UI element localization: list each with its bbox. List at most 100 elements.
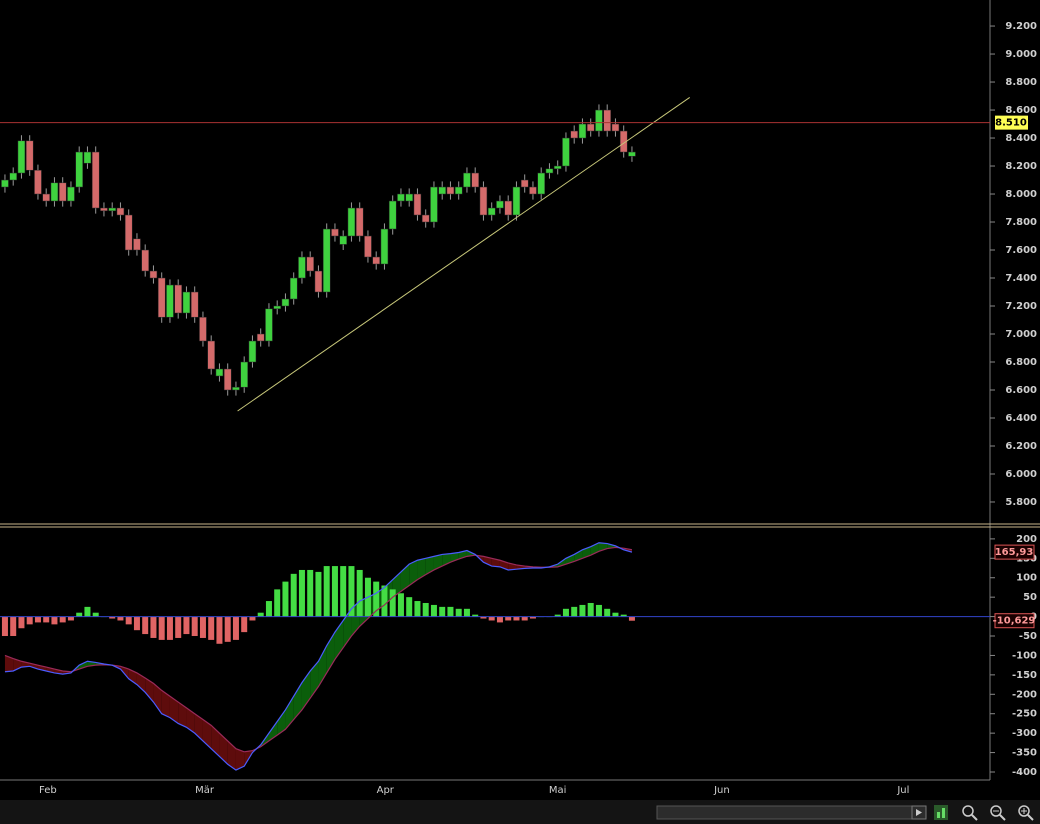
chart-settings-button[interactable] xyxy=(934,805,948,820)
histogram-bar xyxy=(232,616,239,640)
histogram-bar xyxy=(34,616,41,623)
zoom-fit-button[interactable] xyxy=(962,805,978,821)
histogram-bar xyxy=(109,616,116,619)
candle-body xyxy=(388,200,397,230)
candle-body xyxy=(9,172,17,181)
histogram-bar xyxy=(175,616,182,638)
candle-body xyxy=(314,270,323,293)
candle-body xyxy=(25,140,34,171)
candle-body xyxy=(471,172,479,188)
histogram-bar xyxy=(422,602,429,617)
macd-fill xyxy=(491,558,500,567)
y-tick-label: 7.800 xyxy=(1005,217,1037,228)
histogram-bar xyxy=(612,612,619,617)
candle-body xyxy=(223,368,232,391)
candle-body xyxy=(438,186,446,195)
candle-body xyxy=(397,193,405,202)
macd-fill xyxy=(169,696,179,724)
candle-body xyxy=(446,186,455,195)
y-tick-label: 8.800 xyxy=(1005,77,1037,88)
y-tick-label: 6.200 xyxy=(1005,441,1037,452)
histogram-bar xyxy=(521,616,528,621)
candle-body xyxy=(405,193,413,202)
y-tick-label: 200 xyxy=(1016,534,1037,545)
histogram-bar xyxy=(430,604,437,617)
y-tick-label: 7.200 xyxy=(1005,301,1037,312)
macd-fill xyxy=(433,554,443,570)
histogram-bar xyxy=(10,616,17,637)
candle-body xyxy=(479,186,488,216)
value-box xyxy=(994,544,1035,560)
macd-fill xyxy=(293,682,302,720)
histogram-bar xyxy=(513,616,520,621)
candle-body xyxy=(611,123,620,132)
macd-fill xyxy=(227,740,236,771)
candle-body xyxy=(454,186,463,195)
macd-line xyxy=(4,542,633,771)
value-label: 165,93 xyxy=(995,547,1034,558)
histogram-bar xyxy=(505,616,512,621)
candle-body xyxy=(232,386,240,391)
macd-fill xyxy=(4,655,14,672)
candle-body xyxy=(91,151,100,209)
candle-body xyxy=(562,137,570,167)
histogram-bar xyxy=(373,581,380,617)
histogram-bar xyxy=(331,566,338,617)
histogram-bar xyxy=(488,616,495,621)
candle-body xyxy=(322,228,331,293)
histogram-bar xyxy=(455,608,462,617)
y-tick-label: 6.800 xyxy=(1005,357,1037,368)
histogram-bar xyxy=(249,616,256,621)
histogram-bar xyxy=(298,569,305,617)
histogram-bar xyxy=(340,566,347,617)
arrow-icon xyxy=(916,809,922,816)
histogram-bar xyxy=(241,616,248,633)
x-tick-label: Jul xyxy=(896,785,909,796)
candle-body xyxy=(545,168,554,174)
candle-body xyxy=(182,291,191,314)
candle-body xyxy=(355,207,364,237)
histogram-bar xyxy=(59,616,66,623)
candle-body xyxy=(339,235,347,245)
y-tick-label: 8.000 xyxy=(1005,189,1037,200)
candle-body xyxy=(628,151,636,157)
last-price-box xyxy=(995,115,1028,130)
histogram-bar xyxy=(595,604,602,617)
candle-body xyxy=(586,123,595,132)
y-tick-label: -200 xyxy=(1012,689,1037,700)
y-tick-label: -250 xyxy=(1012,709,1037,720)
histogram-bar xyxy=(529,616,536,619)
candle-body xyxy=(141,249,149,272)
histogram-bar xyxy=(562,608,569,617)
histogram-bar xyxy=(579,604,586,617)
candle-body xyxy=(124,214,133,251)
y-tick-label: 9.000 xyxy=(1005,49,1037,60)
y-tick-label: 8.400 xyxy=(1005,133,1037,144)
candle-body xyxy=(108,207,116,212)
histogram-bar xyxy=(587,602,594,617)
histogram-bar xyxy=(472,614,479,617)
candle-body xyxy=(496,200,504,209)
histogram-bar xyxy=(348,566,355,617)
macd-fill xyxy=(194,713,203,741)
candle-body xyxy=(1,179,9,188)
candle-body xyxy=(133,238,141,251)
candle-body xyxy=(190,291,199,318)
x-tick-label: Apr xyxy=(377,785,395,796)
histogram-bar xyxy=(414,601,421,617)
histogram-bar xyxy=(265,601,272,617)
macd-fill xyxy=(145,677,154,703)
zoom-in-button[interactable] xyxy=(1018,805,1034,821)
zoom-out-button[interactable] xyxy=(990,805,1006,821)
histogram-bar xyxy=(92,612,99,617)
histogram-bar xyxy=(257,612,264,617)
histogram-bar xyxy=(389,589,396,617)
scrollbar[interactable] xyxy=(656,805,913,820)
y-tick-label: -100 xyxy=(1012,650,1037,661)
candle-body xyxy=(289,277,298,300)
histogram-bar xyxy=(315,571,322,617)
candle-body xyxy=(265,308,273,342)
candle-body xyxy=(157,277,166,318)
y-tick-label: 6.000 xyxy=(1005,469,1037,480)
